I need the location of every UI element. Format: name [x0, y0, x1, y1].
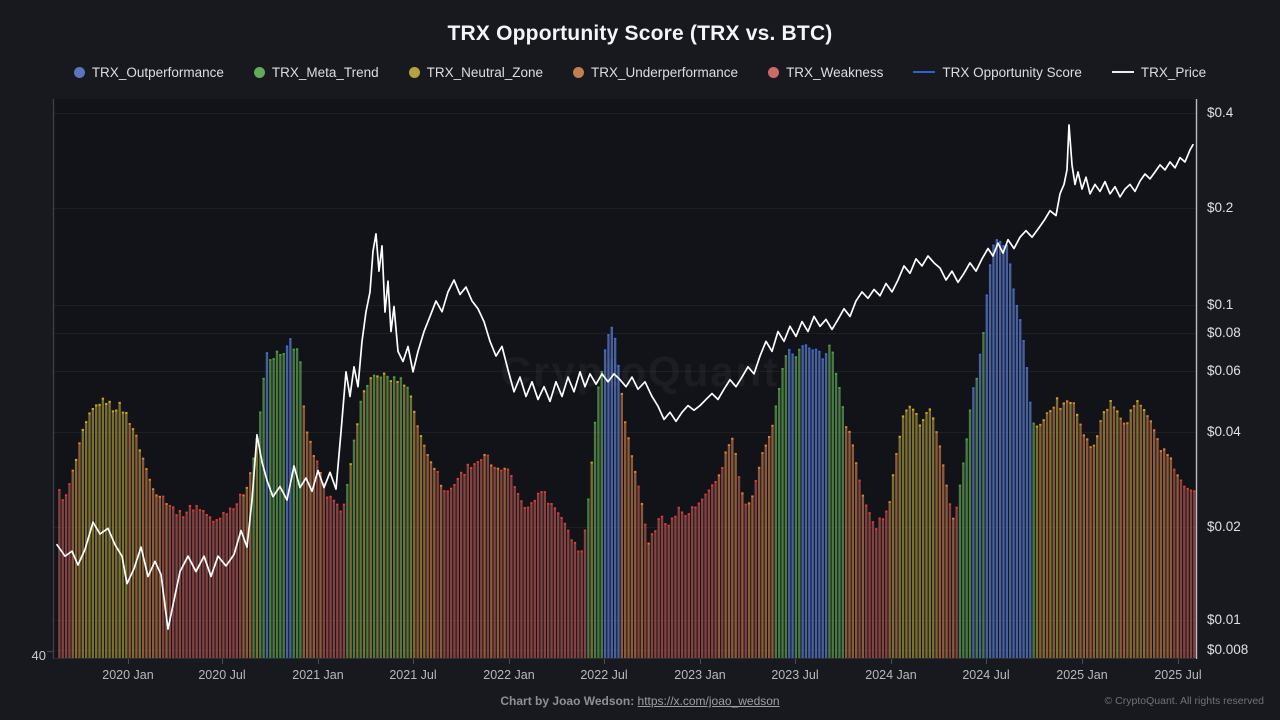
time-tick-2020-Jul: 2020 Jul [198, 668, 246, 682]
time-tick-2021-Jan: 2021 Jan [292, 668, 344, 682]
price-tick-0.2: $0.2 [1207, 200, 1234, 215]
time-tick-2021-Jul: 2021 Jul [389, 668, 437, 682]
footer-credit: Chart by Joao Wedson: https://x.com/joao… [0, 694, 1280, 708]
credit-link[interactable]: https://x.com/joao_wedson [637, 694, 780, 708]
time-tick-2025-Jan: 2025 Jan [1056, 668, 1108, 682]
price-tick-0.08: $0.08 [1207, 325, 1241, 340]
price-tick-0.02: $0.02 [1207, 519, 1241, 534]
price-tick-0.04: $0.04 [1207, 424, 1241, 439]
time-tick-2024-Jul: 2024 Jul [962, 668, 1010, 682]
time-tick-2022-Jan: 2022 Jan [483, 668, 535, 682]
price-tick-0.4: $0.4 [1207, 105, 1234, 120]
time-tick-2022-Jul: 2022 Jul [580, 668, 628, 682]
price-tick-0.008: $0.008 [1207, 642, 1249, 657]
credit-label: Chart by Joao Wedson: [500, 694, 635, 708]
price-tick-0.06: $0.06 [1207, 363, 1241, 378]
time-tick-2023-Jan: 2023 Jan [674, 668, 726, 682]
time-tick-2023-Jul: 2023 Jul [771, 668, 819, 682]
score-axis-tick-40: 40 [31, 648, 46, 663]
price-tick-0.01: $0.01 [1207, 612, 1241, 627]
time-tick-2025-Jul: 2025 Jul [1154, 668, 1202, 682]
copyright-notice: © CryptoQuant. All rights reserved [1104, 695, 1264, 707]
time-tick-2020-Jan: 2020 Jan [102, 668, 154, 682]
time-tick-2024-Jan: 2024 Jan [865, 668, 917, 682]
price-tick-0.1: $0.1 [1207, 297, 1234, 312]
